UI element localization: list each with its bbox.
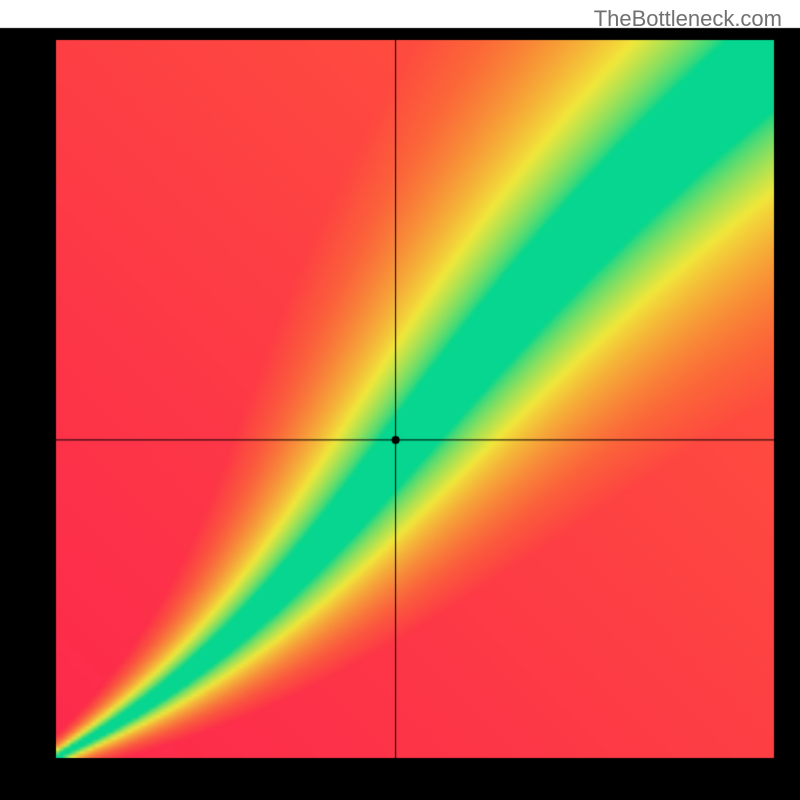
watermark-text: TheBottleneck.com bbox=[594, 6, 782, 32]
bottleneck-heatmap bbox=[0, 0, 800, 800]
